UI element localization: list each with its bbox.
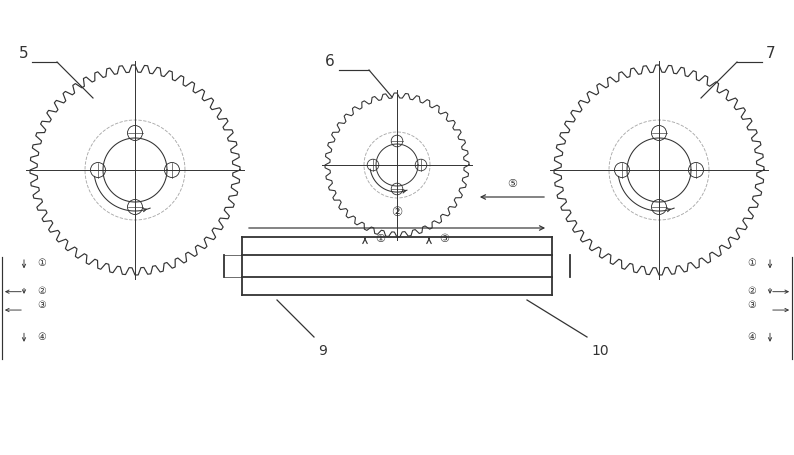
Text: 6: 6	[326, 54, 335, 69]
Text: 10: 10	[591, 343, 609, 357]
Text: 5: 5	[18, 46, 28, 61]
Text: 9: 9	[318, 343, 327, 357]
Text: ④: ④	[37, 331, 46, 341]
Text: ③: ③	[439, 233, 449, 243]
Text: ③: ③	[747, 299, 756, 309]
Text: ①: ①	[747, 258, 756, 268]
Text: ②: ②	[391, 206, 403, 218]
Text: ②: ②	[37, 285, 46, 295]
Text: ①: ①	[375, 233, 385, 243]
Text: ③: ③	[37, 299, 46, 309]
Text: ⑤: ⑤	[507, 179, 517, 188]
Text: ①: ①	[37, 258, 46, 268]
Text: ④: ④	[747, 331, 756, 341]
Text: 7: 7	[766, 46, 776, 61]
Text: ②: ②	[747, 285, 756, 295]
